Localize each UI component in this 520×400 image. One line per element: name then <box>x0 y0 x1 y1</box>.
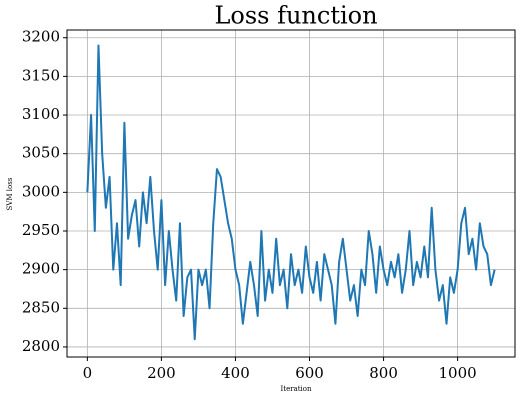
y-tick-label: 3050 <box>22 144 60 162</box>
x-tick-label: 800 <box>369 364 398 382</box>
y-tick-label: 3150 <box>22 66 60 84</box>
y-tick-label: 2850 <box>22 298 60 316</box>
loss-line <box>86 44 496 341</box>
y-tick-label: 2900 <box>22 260 60 278</box>
x-tick-label: 600 <box>295 364 324 382</box>
y-axis-label: SVM loss <box>6 177 14 210</box>
x-axis-label: Iteration <box>280 385 312 393</box>
y-tick-label: 3000 <box>22 182 60 200</box>
y-tick-label: 2950 <box>22 221 60 239</box>
y-tick-label: 2800 <box>22 337 60 355</box>
plot-frame <box>66 29 516 358</box>
chart-title: Loss function <box>214 2 377 30</box>
y-tick-label: 3200 <box>22 28 60 46</box>
x-tick-label: 200 <box>147 364 176 382</box>
x-tick-label: 400 <box>221 364 250 382</box>
x-tick-label: 1000 <box>439 364 477 382</box>
x-tick-label: 0 <box>83 364 93 382</box>
y-tick-label: 3100 <box>22 105 60 123</box>
